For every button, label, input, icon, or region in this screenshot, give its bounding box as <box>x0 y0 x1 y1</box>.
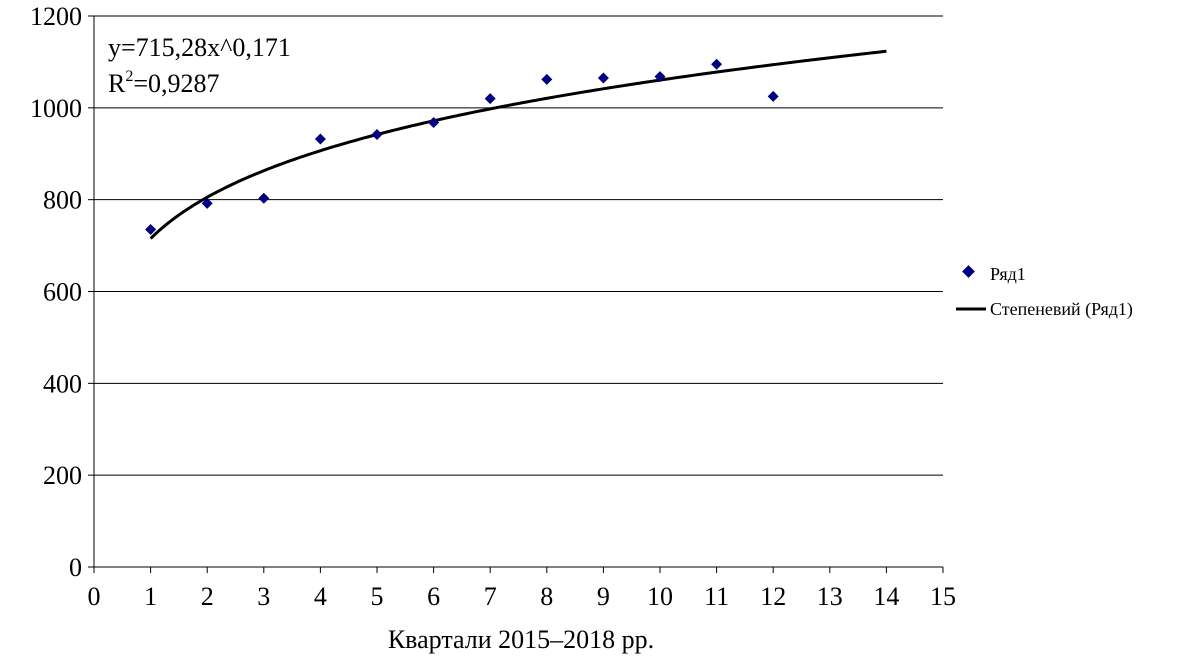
y-tick-label-400: 400 <box>43 369 82 398</box>
y-tick-label-200: 200 <box>43 461 82 490</box>
gridlines <box>94 15 943 476</box>
x-tick-label-2: 2 <box>201 582 214 611</box>
legend: Ряд1 Степеневий (Ряд1) <box>956 264 1133 320</box>
y-tick-label-0: 0 <box>69 553 82 582</box>
r-squared-label: R2=0,9287 <box>108 68 220 98</box>
x-tick-label-11: 11 <box>704 582 729 611</box>
data-point-6 <box>428 117 440 129</box>
data-point-12 <box>767 90 779 102</box>
x-tick-label-7: 7 <box>484 582 497 611</box>
r-squared-prefix: R <box>108 69 126 98</box>
x-tick-label-14: 14 <box>873 582 899 611</box>
x-tick-label-10: 10 <box>647 582 673 611</box>
x-tick-label-1: 1 <box>144 582 157 611</box>
data-point-10 <box>654 71 666 83</box>
data-point-7 <box>484 93 496 105</box>
legend-marker-series <box>962 265 975 278</box>
r-squared-value: =0,9287 <box>133 69 219 98</box>
data-points <box>145 58 779 236</box>
trendline-power <box>149 49 887 240</box>
data-point-4 <box>314 133 326 145</box>
x-axis-label: Квартали 2015–2018 рр. <box>388 625 654 654</box>
x-tick-label-0: 0 <box>88 582 101 611</box>
data-point-5 <box>371 128 383 140</box>
data-point-3 <box>258 192 270 204</box>
x-tick-label-6: 6 <box>427 582 440 611</box>
x-tick-label-12: 12 <box>760 582 786 611</box>
x-tick-label-15: 15 <box>930 582 956 611</box>
y-tick-label-600: 600 <box>43 278 82 307</box>
r-squared-superscript: 2 <box>125 68 133 85</box>
data-point-8 <box>541 73 553 85</box>
x-tick-label-8: 8 <box>540 582 553 611</box>
data-point-11 <box>711 58 723 70</box>
legend-label-trendline: Степеневий (Ряд1) <box>990 299 1133 320</box>
data-point-2 <box>201 197 213 209</box>
y-axis-ticks: 0 200 400 600 800 1000 1200 <box>30 2 94 582</box>
x-tick-label-3: 3 <box>257 582 270 611</box>
legend-label-series: Ряд1 <box>990 264 1026 284</box>
y-tick-label-1000: 1000 <box>30 94 82 123</box>
x-tick-label-5: 5 <box>371 582 384 611</box>
y-tick-label-1200: 1200 <box>30 2 82 31</box>
x-tick-label-13: 13 <box>817 582 843 611</box>
trendline-group <box>149 49 887 240</box>
x-tick-label-4: 4 <box>314 582 327 611</box>
data-point-1 <box>145 224 157 236</box>
x-axis-ticks: 0 1 2 3 4 5 6 7 8 9 10 11 12 13 14 15 <box>88 567 956 611</box>
data-point-9 <box>597 72 609 84</box>
equation-label: y=715,28x^0,171 <box>108 33 291 62</box>
x-tick-label-9: 9 <box>597 582 610 611</box>
y-tick-label-800: 800 <box>43 186 82 215</box>
